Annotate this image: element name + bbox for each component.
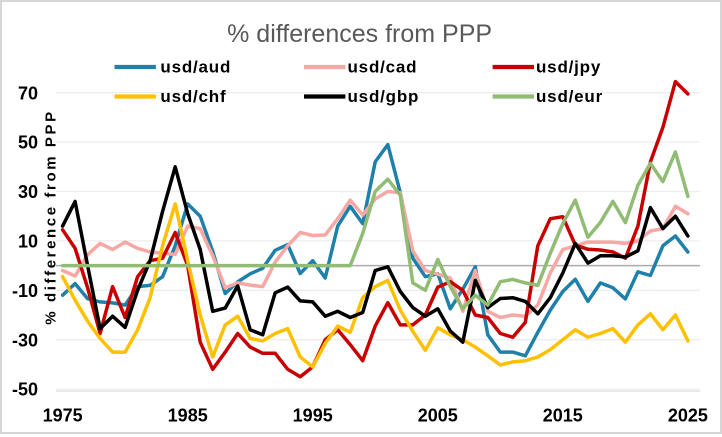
- svg-text:usd/eur: usd/eur: [536, 87, 603, 106]
- svg-text:-10: -10: [12, 281, 38, 301]
- svg-text:2025: 2025: [668, 406, 708, 426]
- svg-text:1985: 1985: [168, 406, 208, 426]
- svg-text:70: 70: [18, 83, 38, 103]
- svg-text:usd/gbp: usd/gbp: [348, 87, 420, 106]
- svg-text:usd/aud: usd/aud: [160, 57, 231, 76]
- svg-text:1975: 1975: [43, 406, 83, 426]
- svg-text:30: 30: [18, 182, 38, 202]
- svg-text:usd/cad: usd/cad: [348, 57, 418, 76]
- svg-text:50: 50: [18, 133, 38, 153]
- svg-text:2015: 2015: [543, 406, 583, 426]
- svg-text:10: 10: [18, 232, 38, 252]
- svg-text:usd/jpy: usd/jpy: [536, 57, 601, 76]
- svg-text:% differences from PPP: % differences from PPP: [227, 20, 492, 48]
- svg-text:1995: 1995: [293, 406, 333, 426]
- svg-text:-50: -50: [12, 380, 38, 400]
- svg-text:-30: -30: [12, 330, 38, 350]
- svg-text:usd/chf: usd/chf: [160, 87, 226, 106]
- svg-text:2005: 2005: [418, 406, 458, 426]
- svg-text:% difference from PPP: % difference from PPP: [43, 109, 60, 324]
